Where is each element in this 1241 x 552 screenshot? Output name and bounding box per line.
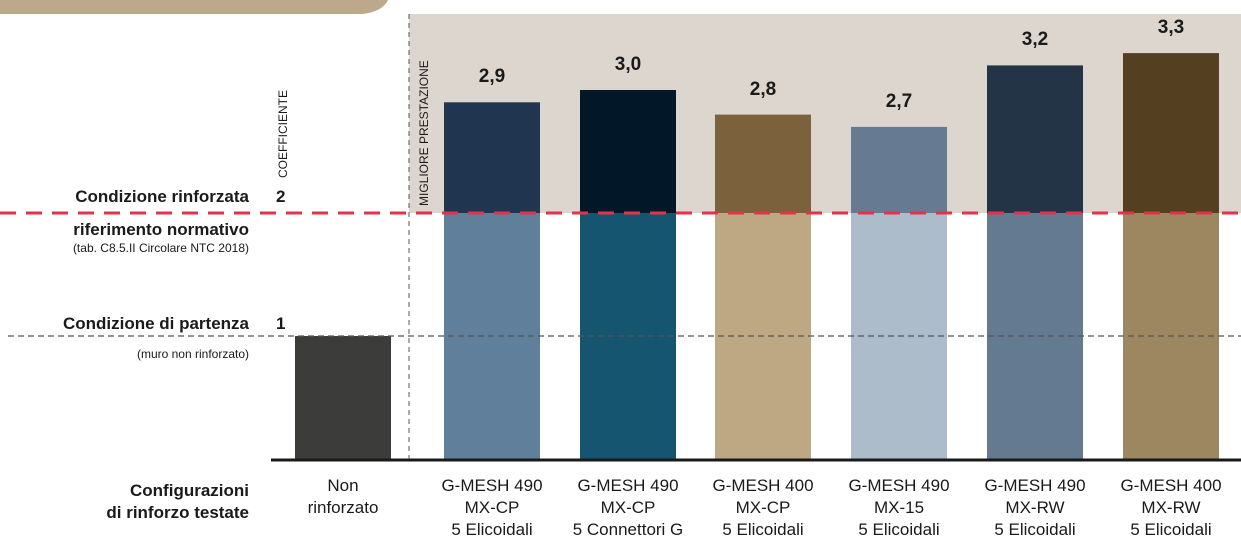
ytick-1: 1 bbox=[276, 314, 286, 333]
category-label-1-line-2: 5 Elicoidali bbox=[451, 520, 533, 539]
starting-condition-title: Condizione di partenza bbox=[62, 314, 249, 333]
category-label-1-line-1: MX-CP bbox=[464, 498, 520, 517]
value-label-1: 2,9 bbox=[478, 66, 506, 88]
category-label-2-line-2: 5 Connettori G bbox=[572, 520, 684, 539]
top-tab-decoration bbox=[0, 0, 388, 14]
category-label-5-line-0: G-MESH 490 bbox=[984, 476, 1086, 495]
bar-2-upper bbox=[580, 90, 676, 213]
category-label-4-line-2: 5 Elicoidali bbox=[858, 520, 940, 539]
ytick-2: 2 bbox=[276, 187, 286, 206]
category-label-1: G-MESH 490 MX-CP 5 Elicoidali bbox=[427, 475, 557, 541]
normative-reference-title: riferimento normativo bbox=[73, 220, 249, 239]
x-axis-title-line2: di rinforzo testate bbox=[106, 503, 249, 522]
category-label-3-line-0: G-MESH 400 bbox=[712, 476, 814, 495]
value-label-6: 3,3 bbox=[1157, 17, 1185, 39]
category-label-0-line-1: rinforzato bbox=[307, 498, 379, 517]
value-label-2: 3,0 bbox=[614, 54, 642, 75]
category-label-6-line-1: MX-RW bbox=[1141, 498, 1201, 517]
value-label-3: 2,8 bbox=[749, 78, 777, 100]
bar-4-upper bbox=[851, 126, 947, 213]
reinforced-condition-title: Condizione rinforzata bbox=[75, 187, 249, 206]
x-axis-title-line1: Configurazioni bbox=[130, 481, 249, 500]
category-label-3: G-MESH 400 MX-CP 5 Elicoidali bbox=[698, 475, 828, 541]
category-label-3-line-1: MX-CP bbox=[735, 498, 791, 517]
y-axis-label: COEFFICIENTE bbox=[276, 89, 290, 178]
bar-3-upper bbox=[715, 114, 811, 213]
bar-5-upper bbox=[987, 65, 1083, 214]
category-label-5: G-MESH 490 MX-RW 5 Elicoidali bbox=[970, 475, 1100, 541]
category-label-5-line-2: 5 Elicoidali bbox=[994, 520, 1076, 539]
bar-0 bbox=[295, 336, 391, 459]
category-label-2: G-MESH 490 MX-CP 5 Connettori G bbox=[563, 475, 693, 541]
category-label-2-line-0: G-MESH 490 bbox=[577, 476, 679, 495]
best-performance-zone bbox=[409, 14, 1241, 213]
bar-1-upper bbox=[444, 102, 540, 213]
category-label-4: G-MESH 490 MX-15 5 Elicoidali bbox=[834, 475, 964, 541]
category-label-2-line-1: MX-CP bbox=[600, 498, 656, 517]
bar-6-upper bbox=[1123, 53, 1219, 213]
category-label-4-line-1: MX-15 bbox=[873, 498, 925, 517]
category-label-6-line-2: 5 Elicoidali bbox=[1130, 520, 1212, 539]
category-label-0: Non rinforzato bbox=[278, 475, 408, 519]
category-label-3-line-2: 5 Elicoidali bbox=[722, 520, 804, 539]
category-label-4-line-0: G-MESH 490 bbox=[848, 476, 950, 495]
best-zone-label: MIGLIORE PRESTAZIONE bbox=[417, 60, 431, 206]
category-label-6-line-0: G-MESH 400 bbox=[1120, 476, 1222, 495]
category-label-1-line-0: G-MESH 490 bbox=[441, 476, 543, 495]
category-label-0-line-0: Non bbox=[327, 476, 359, 495]
value-label-4: 2,7 bbox=[885, 90, 913, 112]
starting-condition-subtitle: (muro non rinforzato) bbox=[136, 347, 249, 361]
category-label-6: G-MESH 400 MX-RW 5 Elicoidali bbox=[1106, 475, 1236, 541]
category-label-5-line-1: MX-RW bbox=[1005, 498, 1065, 517]
normative-reference-subtitle: (tab. C8.5.II Circolare NTC 2018) bbox=[72, 241, 249, 255]
value-label-5: 3,2 bbox=[1021, 29, 1049, 51]
